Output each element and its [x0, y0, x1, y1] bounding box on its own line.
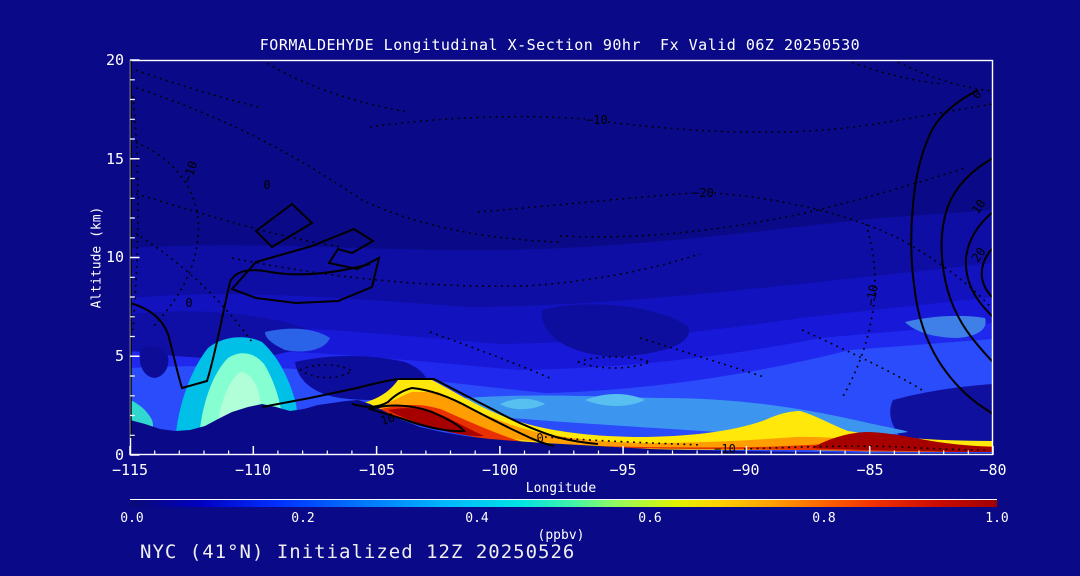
colorbar: [130, 499, 997, 507]
x-tick-label: −105: [358, 461, 396, 479]
colorbar-tick-label: 1.0: [985, 511, 1009, 526]
contour-label: −20: [692, 186, 714, 200]
x-tick-label: −90: [732, 461, 760, 479]
solid-contour-lines: [130, 89, 993, 447]
x-tick-label: −95: [609, 461, 637, 479]
x-tick-label: −85: [856, 461, 884, 479]
colorbar-tick-label: 0.4: [465, 511, 489, 526]
y-tick-label: 20: [105, 51, 124, 69]
colorbar-tick-label: 0.2: [291, 511, 315, 526]
contour-label: −10: [586, 113, 608, 127]
contour-fill-layers: [130, 60, 993, 455]
y-tick-label: 15: [105, 150, 124, 168]
x-tick-label: −110: [234, 461, 272, 479]
colorbar-tick-label: 0.6: [638, 511, 662, 526]
contour-label: −10: [180, 159, 200, 184]
contour-label: −10: [714, 442, 736, 456]
contour-label: 20: [969, 245, 989, 265]
colorbar-unit-label: (ppbv): [537, 528, 585, 543]
contour-label: −10: [863, 283, 881, 307]
colorbar-tick-label: 0.8: [812, 511, 836, 526]
contour-label: 10: [379, 410, 397, 428]
colorbar-tick-label: 0.0: [120, 511, 144, 526]
chart-title: FORMALDEHYDE Longitudinal X-Section 90hr…: [259, 36, 861, 54]
x-axis-label: Longitude: [525, 481, 597, 496]
y-tick-label: 0: [114, 446, 124, 464]
run-info: NYC (41°N) Initialized 12Z 20250526: [140, 541, 576, 563]
y-tick-label: 5: [114, 347, 124, 365]
y-tick-label: 10: [105, 248, 124, 266]
y-axis-label: Altitude (km): [89, 206, 105, 309]
terrain-silhouette: [130, 400, 993, 455]
x-tick-label: −100: [481, 461, 519, 479]
x-tick-label: −115: [111, 461, 149, 479]
contour-label: 0: [263, 178, 270, 192]
contour-label: 10: [969, 197, 989, 217]
x-tick-label: −80: [979, 461, 1007, 479]
contour-label: 0: [536, 431, 546, 446]
axis-box: [129, 59, 994, 456]
contour-label: 0: [185, 296, 192, 310]
